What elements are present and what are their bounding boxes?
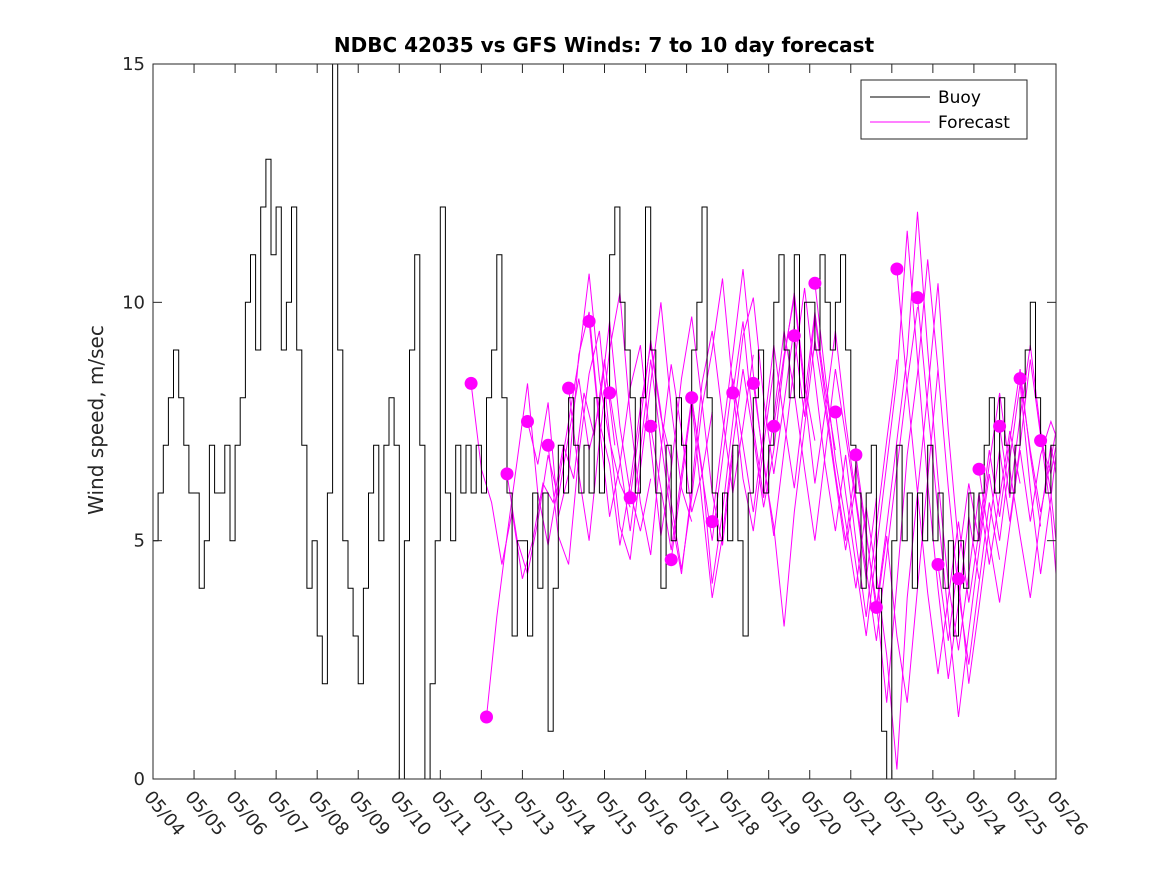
y-axis-label: Wind speed, m/sec xyxy=(84,325,108,515)
forecast-marker-24 xyxy=(952,572,965,586)
forecast-marker-8 xyxy=(623,491,637,505)
forecast-marker-0 xyxy=(464,376,478,390)
forecast-marker-12 xyxy=(705,515,719,529)
y-tick-label-1: 5 xyxy=(134,531,145,552)
forecast-trace-0 xyxy=(470,359,616,579)
plot-frame xyxy=(152,63,1057,780)
forecast-trace-5 xyxy=(568,292,713,556)
forecast-marker-11 xyxy=(685,391,699,405)
chart-title: NDBC 42035 vs GFS Winds: 7 to 10 day for… xyxy=(334,33,875,57)
forecast-marker-10 xyxy=(664,553,678,567)
forecast-marker-3 xyxy=(521,415,534,428)
forecast-marker-6 xyxy=(582,314,596,328)
forecast-marker-1 xyxy=(480,710,493,724)
forecast-trace-14 xyxy=(752,287,898,617)
forecast-marker-22 xyxy=(911,291,924,305)
legend: Buoy Forecast xyxy=(860,79,1028,140)
y-tick-label-0: 0 xyxy=(134,769,145,790)
forecast-marker-25 xyxy=(972,462,986,476)
forecast-marker-2 xyxy=(500,467,514,481)
forecast-marker-26 xyxy=(993,419,1007,433)
forecast-marker-14 xyxy=(746,376,760,390)
forecast-marker-9 xyxy=(644,419,658,433)
forecast-trace-24 xyxy=(958,359,1056,684)
forecast-trace-7 xyxy=(609,330,754,575)
forecast-trace-8 xyxy=(629,278,775,570)
forecast-trace-21 xyxy=(896,268,1042,675)
forecast-marker-5 xyxy=(562,381,576,395)
forecast-trace-15 xyxy=(773,297,918,641)
forecast-marker-13 xyxy=(726,386,740,400)
forecast-marker-4 xyxy=(541,438,555,452)
legend-buoy-label: Buoy xyxy=(938,88,981,108)
legend-box xyxy=(860,79,1028,140)
forecast-marker-16 xyxy=(787,329,801,343)
forecast-trace-25 xyxy=(978,419,1056,603)
y-tick-label-3: 15 xyxy=(122,54,145,75)
forecast-marker-18 xyxy=(828,405,842,419)
forecast-marker-27 xyxy=(1013,372,1027,386)
forecast-trace-12 xyxy=(711,268,857,627)
forecast-trace-13 xyxy=(732,321,877,579)
forecast-marker-21 xyxy=(890,262,904,276)
forecast-marker-15 xyxy=(767,419,781,433)
forecast-trace-17 xyxy=(814,283,959,770)
forecast-trace-27 xyxy=(1019,378,1056,513)
forecast-marker-7 xyxy=(603,386,617,400)
forecast-trace-4 xyxy=(547,302,693,565)
forecast-marker-23 xyxy=(931,558,945,571)
forecast-trace-2 xyxy=(506,321,652,575)
legend-forecast-label: Forecast xyxy=(938,113,1010,133)
forecast-markers xyxy=(464,262,1048,724)
forecast-marker-19 xyxy=(849,448,863,462)
forecast-marker-28 xyxy=(1034,434,1048,448)
forecast-marker-20 xyxy=(869,600,883,614)
y-tick-label-2: 10 xyxy=(122,292,145,313)
forecast-marker-17 xyxy=(808,276,822,290)
